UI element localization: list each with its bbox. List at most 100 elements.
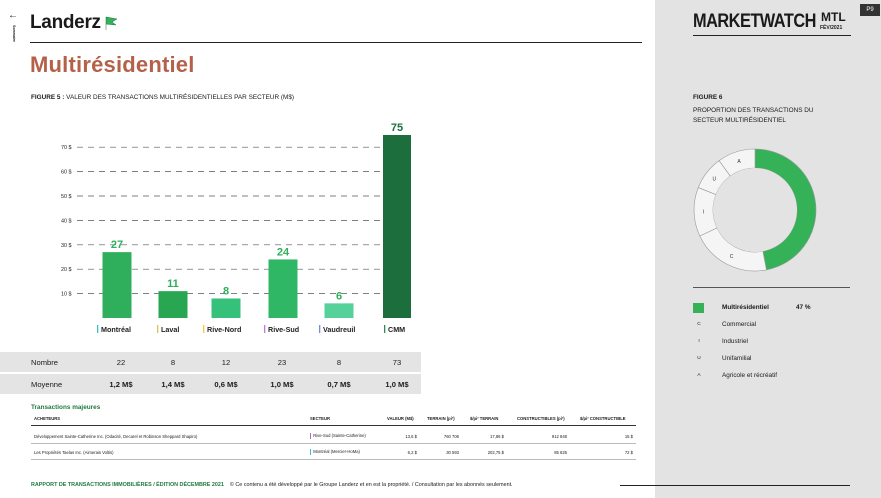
category-label: Laval [161,325,179,334]
legend-swatch [693,303,704,313]
row2-acheteur: Les Propriétés Taelas Inc. (Aimerais Vol… [34,450,114,455]
transactions-title: Transactions majeures [31,404,101,411]
bar [102,252,132,318]
city-label: MTL [821,10,846,24]
footer-report-title: RAPPORT DE TRANSACTIONS IMMOBILIÈRES / É… [31,482,224,488]
data-label: 75 [391,122,403,134]
figure5-caption: VALEUR DES TRANSACTIONS MULTIRÉSIDENTIEL… [64,94,295,101]
sector-marker [310,449,312,455]
category-label: Montréal [101,325,131,334]
row2-prix-terrain: 202,75 $ [487,450,504,455]
row1-constructibles: 912 848 [551,434,567,439]
stats-row-nombre: Nombre 22 8 12 23 8 73 [0,352,421,372]
footer-copyright: © Ce contenu a été développé par le Grou… [229,482,513,488]
y-tick-label: 10 $ [61,292,72,298]
col-header-prix-terrain: $/pi² TERRAIN [470,416,499,421]
stats-row-moyenne: Moyenne 1,2 M$ 1,4 M$ 0,6 M$ 1,0 M$ 0,7 … [0,374,421,394]
stat-moyenne-vaudreuil: 0,7 M$ [327,380,351,389]
row1-acheteur: Développement Sainte-Catherine Inc. (Oda… [34,434,198,439]
stat-nombre-montreal: 22 [116,358,126,367]
marketwatch-title: MARKETWATCH [693,11,816,32]
legend-item-unifamilial: U Unifamilial [693,354,853,366]
legend-item-industriel: I Industriel [693,337,853,349]
category-marker [319,325,321,333]
category-marker [384,325,386,333]
col-header-prix-constructible: $/pi² CONSTRUCTIBLE [580,416,626,421]
stat-nombre-cmm: 73 [392,358,402,367]
bar [158,291,188,318]
back-arrow-icon[interactable]: ← [8,10,18,21]
figure6-label: FIGURE 6 [693,94,723,101]
row2-prix-constructible: 72 $ [624,450,633,455]
row-divider [31,459,636,460]
logo-text: Landerz [30,12,101,33]
data-label: 11 [167,278,179,290]
stat-moyenne-rive-nord: 0,6 M$ [214,380,238,389]
legend-percent: 47 % [796,304,811,311]
stats-label-moyenne: Moyenne [31,380,63,389]
table-header-divider [31,425,636,426]
row2-valeur: 6,2 $ [407,450,417,455]
col-header-secteur: SECTEUR [310,416,331,421]
y-tick-label: 40 $ [61,218,72,224]
category-label: CMM [388,325,405,334]
footer-divider [620,485,850,486]
stats-label-nombre: Nombre [31,358,59,367]
legend-label: Commercial [722,321,757,328]
stat-nombre-laval: 8 [170,358,176,367]
row1-terrain: 760 706 [443,434,459,439]
legend-key: I [698,339,700,344]
landerz-logo: Landerz [30,12,119,34]
data-label: 27 [111,239,123,251]
sidebar-panel [655,0,881,498]
col-header-constructibles: CONSTRUCTIBLES (pi²) [517,416,565,421]
stat-moyenne-cmm: 1,0 M$ [385,380,409,389]
y-tick-label: 30 $ [61,243,72,249]
page-title: Multirésidentiel [30,52,195,77]
bar [383,135,411,318]
category-marker [264,325,266,333]
row1-secteur-text: Rive-Sud (Sainte-Catherine) [313,433,366,439]
col-header-valeur: VALEUR (M$) [387,416,414,421]
category-marker [203,325,205,333]
row1-prix-terrain: 17,86 $ [490,434,504,439]
stat-moyenne-rive-sud: 1,0 M$ [270,380,294,389]
category-label: Rive-Nord [207,325,241,334]
y-tick-label: 70 $ [61,145,72,151]
category-marker [97,325,99,333]
category-label: Rive-Sud [268,325,299,334]
legend-item-agricole: A Agricole et récréatif [693,371,853,383]
legend-label: Agricole et récréatif [722,372,778,379]
row2-secteur-text: Montréal (Mercier-HoMa) [313,449,360,455]
y-tick-label: 20 $ [61,267,72,273]
row2-constructibles: 85 625 [554,450,567,455]
data-label: 8 [223,285,229,297]
legend-item-multiresidentiel: Multirésidentiel 47 % [693,303,853,315]
row-divider [31,443,636,444]
legend-label: Multirésidentiel [722,304,769,311]
category-marker [157,325,159,333]
figure5-number: FIGURE 5 : [31,94,65,101]
legend-key: U [697,356,701,361]
edition-date: FÉV/2021 [820,25,843,31]
stat-moyenne-montreal: 1,2 M$ [109,380,133,389]
category-label: Vaudreuil [323,325,355,334]
sector-marker [310,433,312,439]
row2-terrain: 30 593 [446,450,459,455]
sidebar-divider [693,35,851,36]
bar [324,303,354,318]
data-label: 24 [277,246,290,258]
footer: RAPPORT DE TRANSACTIONS IMMOBILIÈRES / É… [31,482,513,488]
col-header-terrain: TERRAIN (pi²) [427,416,455,421]
data-label: 6 [336,290,342,302]
col-header-acheteurs: ACHETEURS [34,416,61,421]
row1-prix-constructible: 15 $ [624,434,633,439]
header-divider [30,42,642,43]
sommaire-link[interactable]: ← Sommaire [8,10,20,42]
legend-key: C [697,322,701,327]
legend-label: Unifamilial [722,355,752,362]
stat-moyenne-laval: 1,4 M$ [161,380,185,389]
legend-label: Industriel [722,338,748,345]
flag-icon [105,16,118,30]
y-tick-label: 50 $ [61,194,72,200]
